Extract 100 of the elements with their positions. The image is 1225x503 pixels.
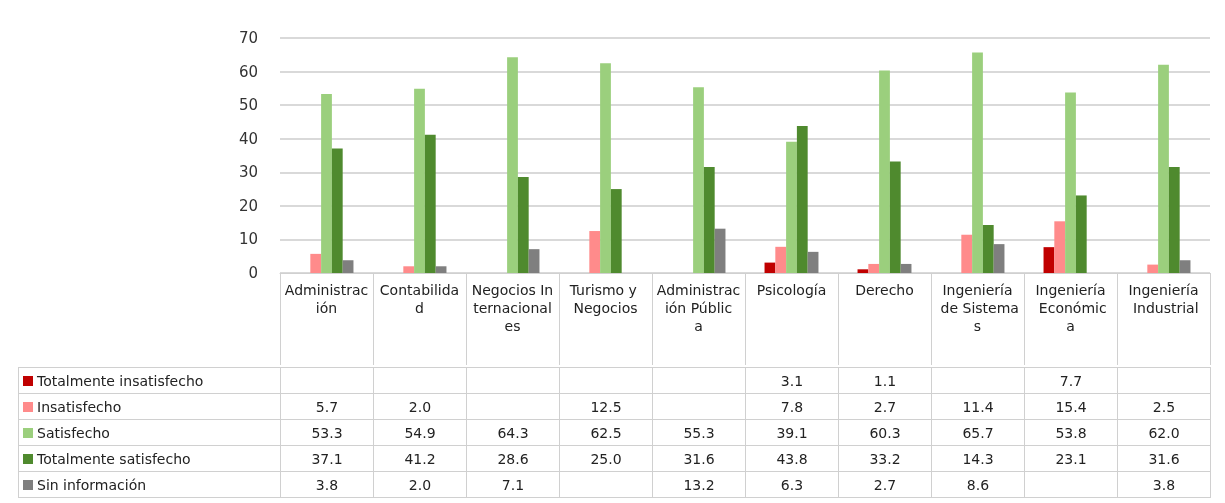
data-label: 55.3 [652,419,746,446]
data-label: 31.6 [652,445,746,472]
y-tick-label: 60 [238,62,258,81]
data-label: 43.8 [745,445,839,472]
x-tick-label: Psicología [756,282,827,298]
bar [310,253,322,273]
bar [703,166,715,273]
bar [775,246,787,273]
x-tick-label: Ingeniería Económica [1034,282,1107,334]
bar [1168,166,1180,273]
bar [517,176,529,273]
bar [321,94,332,273]
data-label: 7.7 [1024,367,1118,394]
bar [1054,221,1066,273]
data-label: 1.1 [838,367,932,394]
y-tick-label: 40 [238,129,258,148]
bar [889,161,901,273]
data-label: 2.7 [838,471,932,498]
data-label: 3.8 [1117,471,1211,498]
bar [424,134,436,273]
bar [807,251,819,273]
data-label: 33.2 [838,445,932,472]
data-label: 64.3 [466,419,560,446]
data-label: 15.4 [1024,393,1118,420]
data-label: 54.9 [373,419,467,446]
data-label: 3.1 [745,367,839,394]
bar [1179,260,1191,273]
data-label: 8.6 [931,471,1025,498]
data-label: 37.1 [280,445,374,472]
legend-label: Totalmente insatisfecho [18,367,281,394]
bar [589,231,601,273]
data-label: 60.3 [838,419,932,446]
bar [331,148,343,273]
data-label: 7.8 [745,393,839,420]
x-tick-label: Ingeniería Industrial [1128,282,1199,316]
data-label: 3.8 [280,471,374,498]
data-label: 5.7 [280,393,374,420]
bar [342,260,354,273]
bar [435,266,447,273]
bar [796,125,808,273]
legend-label: Sin información [18,471,281,498]
y-tick-label: 10 [238,230,258,249]
y-tick-label: 50 [238,96,258,115]
bar [1075,195,1087,273]
x-tick-label: Derecho [855,282,914,298]
data-label: 12.5 [559,393,653,420]
bar [786,141,797,273]
bar [857,269,869,273]
x-tick-label: Administración [284,282,369,316]
y-tick-label: 70 [238,29,258,47]
data-label: 2.0 [373,471,467,498]
bar [982,224,994,273]
data-label: 62.0 [1117,419,1211,446]
bar [961,234,973,273]
data-label: 62.5 [559,419,653,446]
data-label: 39.1 [745,419,839,446]
data-label: 23.1 [1024,445,1118,472]
bar [528,249,540,273]
y-tick-label: 30 [238,163,258,182]
bar [414,88,425,273]
data-label: 65.7 [931,419,1025,446]
bar [1158,64,1169,273]
legend-label: Totalmente satisfecho [18,445,281,472]
bar [693,87,704,273]
data-label: 53.3 [280,419,374,446]
data-label: 2.0 [373,393,467,420]
bar [879,70,890,273]
data-label: 6.3 [745,471,839,498]
x-tick-label: Administración Pública [656,282,741,334]
bar [993,244,1005,273]
data-label: 13.2 [652,471,746,498]
data-label: 41.2 [373,445,467,472]
x-tick-label: Negocios Internacionales [471,282,554,334]
bar [1043,247,1055,273]
data-label: 2.5 [1117,393,1211,420]
data-label: 28.6 [466,445,560,472]
data-label: 2.7 [838,393,932,420]
x-tick-label: Ingeniería de Sistemas [936,282,1019,334]
bar [610,189,622,273]
bar [972,52,983,273]
y-tick-label: 0 [248,264,258,282]
data-label: 25.0 [559,445,653,472]
data-label: 14.3 [931,445,1025,472]
x-tick-label: Turismo y Negocios [568,282,642,316]
data-label: 53.8 [1024,419,1118,446]
y-tick-label: 20 [238,196,258,215]
bar [1147,264,1159,273]
bar [868,263,880,273]
legend-label: Satisfecho [18,419,281,446]
bar [714,228,726,273]
bar [507,57,518,273]
bar [600,63,611,273]
legend-label: Insatisfecho [18,393,281,420]
data-label: 31.6 [1117,445,1211,472]
bar [403,266,415,273]
data-label: 7.1 [466,471,560,498]
bar [900,263,912,273]
data-label: 11.4 [931,393,1025,420]
bar [1065,92,1076,273]
x-tick-label: Contabilidad [379,282,460,316]
